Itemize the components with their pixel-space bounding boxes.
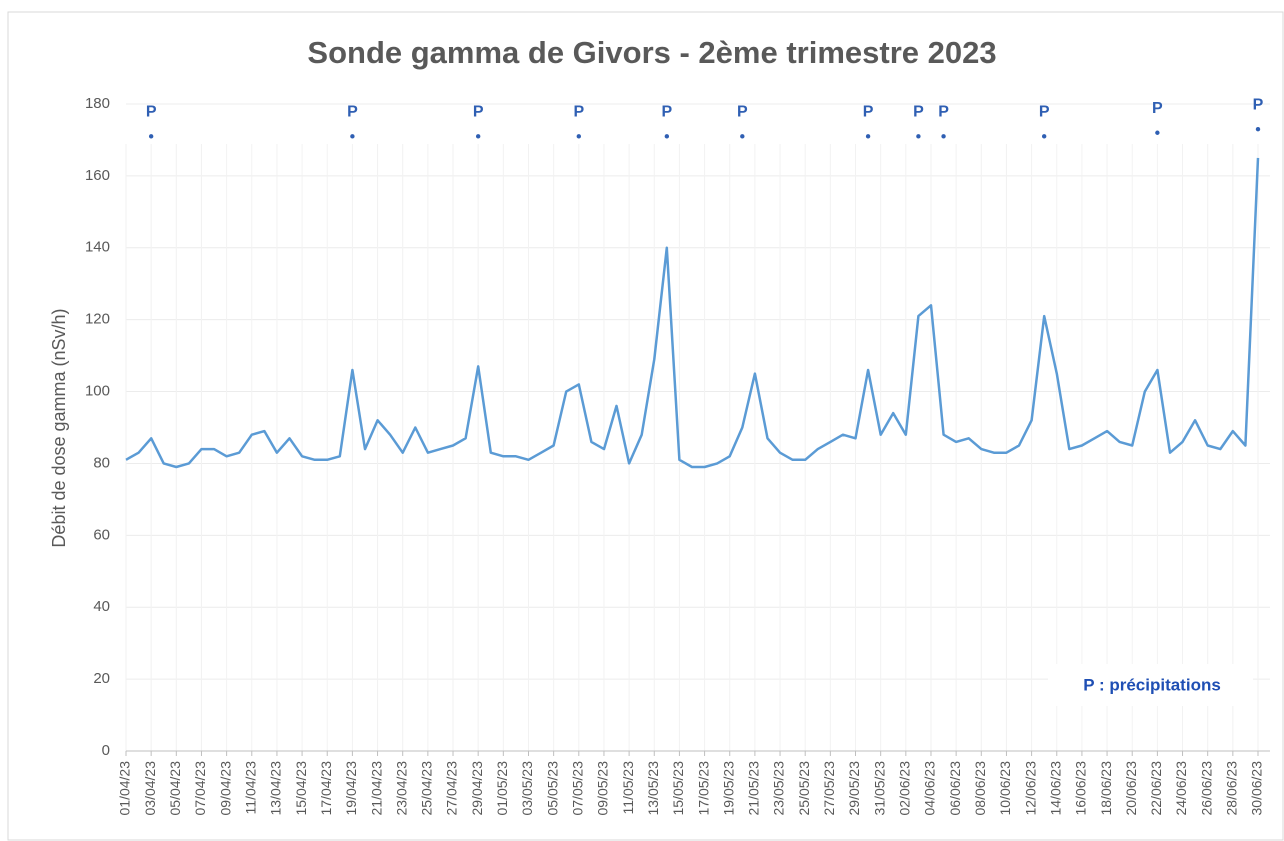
y-tick-label: 160 (85, 167, 110, 184)
y-tick-label: 80 (93, 454, 110, 471)
precipitation-label: P (146, 104, 157, 121)
x-tick-label: 13/04/23 (268, 761, 284, 816)
x-tick-label: 05/05/23 (544, 761, 560, 816)
y-tick-label: 180 (85, 95, 110, 112)
x-tick-label: 19/05/23 (720, 761, 736, 816)
precipitation-marker (916, 134, 921, 139)
x-tick-label: 05/04/23 (167, 761, 183, 816)
precipitation-label: P (737, 104, 748, 121)
precipitation-label: P (913, 104, 924, 121)
legend-box (1048, 664, 1253, 706)
x-tick-label: 14/06/23 (1047, 761, 1063, 816)
x-tick-label: 27/04/23 (444, 761, 460, 816)
precipitation-marker (664, 134, 670, 139)
y-tick-label: 40 (93, 598, 110, 615)
precipitation-marker (1255, 126, 1261, 132)
x-tick-label: 01/04/23 (117, 761, 133, 816)
x-tick-label: 12/06/23 (1022, 761, 1038, 816)
x-tick-label: 09/04/23 (217, 761, 233, 816)
y-tick-label: 20 (93, 670, 110, 687)
x-tick-label: 29/04/23 (469, 761, 485, 816)
precipitation-label: P (863, 104, 874, 121)
x-tick-label: 25/04/23 (419, 761, 435, 816)
x-tick-label: 07/05/23 (570, 761, 586, 816)
chart-title: Sonde gamma de Givors - 2ème trimestre 2… (307, 35, 996, 70)
x-tick-label: 25/05/23 (796, 761, 812, 816)
precipitation-label: P (938, 104, 949, 121)
x-tick-label: 13/05/23 (645, 761, 661, 816)
y-tick-label: 140 (85, 239, 110, 256)
precipitation-label: P (347, 104, 358, 121)
x-tick-label: 03/05/23 (519, 761, 535, 816)
precipitation-marker (350, 134, 355, 139)
precipitation-label: P (1253, 96, 1264, 113)
precipitation-marker (941, 134, 946, 139)
x-tick-label: 31/05/23 (871, 761, 887, 816)
precipitation-marker (148, 134, 154, 139)
x-tick-label: 27/05/23 (821, 761, 837, 816)
x-tick-label: 20/06/23 (1123, 761, 1139, 816)
precipitation-marker (1155, 130, 1160, 135)
x-tick-label: 21/04/23 (368, 761, 384, 816)
precipitation-marker (576, 134, 581, 139)
x-tick-label: 02/06/23 (897, 761, 913, 816)
x-tick-label: 15/05/23 (670, 761, 686, 816)
x-tick-label: 09/05/23 (595, 761, 611, 816)
y-axis-label: Débit de dose gamma (nSv/h) (49, 308, 69, 547)
x-tick-label: 10/06/23 (997, 761, 1013, 816)
x-tick-label: 29/05/23 (846, 761, 862, 816)
x-tick-label: 07/04/23 (192, 761, 208, 816)
x-tick-label: 23/04/23 (393, 761, 409, 816)
x-tick-label: 30/06/23 (1249, 761, 1265, 816)
y-tick-label: 120 (85, 311, 110, 328)
x-tick-label: 04/06/23 (922, 761, 938, 816)
legend-text: P : précipitations (1083, 675, 1221, 694)
x-tick-label: 15/04/23 (293, 761, 309, 816)
x-tick-label: 26/06/23 (1198, 761, 1214, 816)
y-tick-label: 100 (85, 383, 110, 400)
x-tick-label: 06/06/23 (947, 761, 963, 816)
precipitation-label: P (573, 104, 584, 121)
x-tick-label: 24/06/23 (1173, 761, 1189, 816)
x-tick-label: 03/04/23 (142, 761, 158, 816)
x-tick-label: 11/05/23 (620, 761, 636, 815)
x-tick-label: 16/06/23 (1073, 761, 1089, 816)
dose-line (125, 157, 1260, 469)
x-tick-label: 23/05/23 (771, 761, 787, 816)
x-tick-label: 22/06/23 (1148, 761, 1164, 816)
x-tick-label: 01/05/23 (494, 761, 510, 816)
x-tick-label: 11/04/23 (242, 761, 258, 815)
y-tick-label: 60 (93, 526, 110, 543)
precipitation-label: P (662, 104, 673, 121)
x-tick-label: 21/05/23 (746, 761, 762, 816)
precipitation-marker (865, 134, 871, 139)
x-tick-label: 17/04/23 (318, 761, 334, 816)
x-tick-label: 08/06/23 (972, 761, 988, 816)
x-tick-label: 18/06/23 (1098, 761, 1114, 816)
x-tick-label: 19/04/23 (343, 761, 359, 816)
y-tick-label: 0 (102, 742, 110, 759)
precipitation-label: P (473, 104, 484, 121)
x-tick-label: 17/05/23 (695, 761, 711, 816)
x-tick-label: 28/06/23 (1224, 761, 1240, 816)
precipitation-marker (475, 134, 481, 139)
precipitation-marker (1041, 134, 1047, 139)
precipitation-label: P (1152, 100, 1163, 117)
chart-frame (7, 11, 1284, 841)
precipitation-marker (740, 134, 745, 139)
precipitation-label: P (1039, 104, 1050, 121)
